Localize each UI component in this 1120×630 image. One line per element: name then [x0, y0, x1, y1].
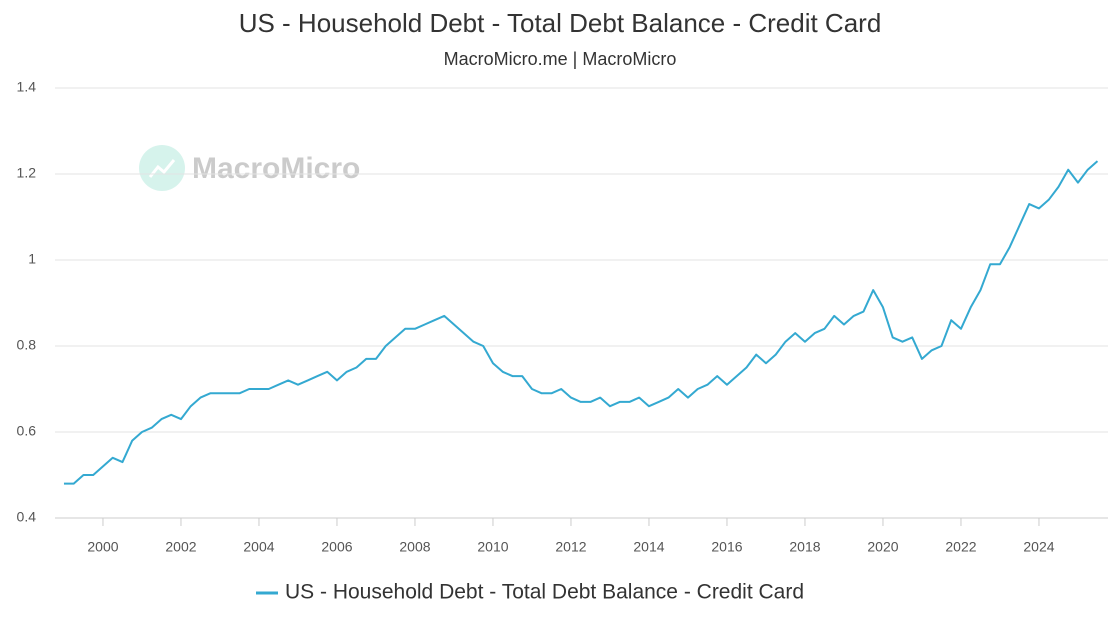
y-tick-label: 0.6 — [17, 423, 37, 439]
watermark-icon — [148, 159, 176, 178]
y-tick-label: 0.4 — [17, 509, 37, 525]
x-tick-label: 2016 — [711, 539, 742, 555]
y-tick-label: 1.4 — [17, 79, 37, 95]
legend-item[interactable]: US - Household Debt - Total Debt Balance… — [256, 581, 804, 604]
x-tick-label: 2024 — [1023, 539, 1054, 555]
x-tick-label: 2002 — [165, 539, 196, 555]
x-tick-label: 2004 — [243, 539, 274, 555]
y-tick-label: 0.8 — [17, 337, 37, 353]
chart-subtitle: MacroMicro.me | MacroMicro — [444, 49, 677, 69]
data-line — [63, 160, 1099, 485]
x-tick-label: 2022 — [945, 539, 976, 555]
chart-title: US - Household Debt - Total Debt Balance… — [239, 8, 882, 38]
x-tick-label: 2020 — [867, 539, 898, 555]
x-tick-label: 2012 — [555, 539, 586, 555]
watermark-logo — [139, 145, 185, 191]
x-tick-label: 2006 — [321, 539, 352, 555]
y-tick-label: 1 — [28, 251, 36, 267]
watermark: MacroMicro — [139, 145, 360, 191]
x-tick-label: 2014 — [633, 539, 664, 555]
x-tick-label: 2000 — [87, 539, 118, 555]
watermark-text: MacroMicro — [192, 152, 360, 185]
y-tick-label: 1.2 — [17, 165, 37, 181]
x-tick-label: 2010 — [477, 539, 508, 555]
x-tick-label: 2018 — [789, 539, 820, 555]
legend-label: US - Household Debt - Total Debt Balance… — [285, 581, 804, 604]
x-tick-label: 2008 — [399, 539, 430, 555]
